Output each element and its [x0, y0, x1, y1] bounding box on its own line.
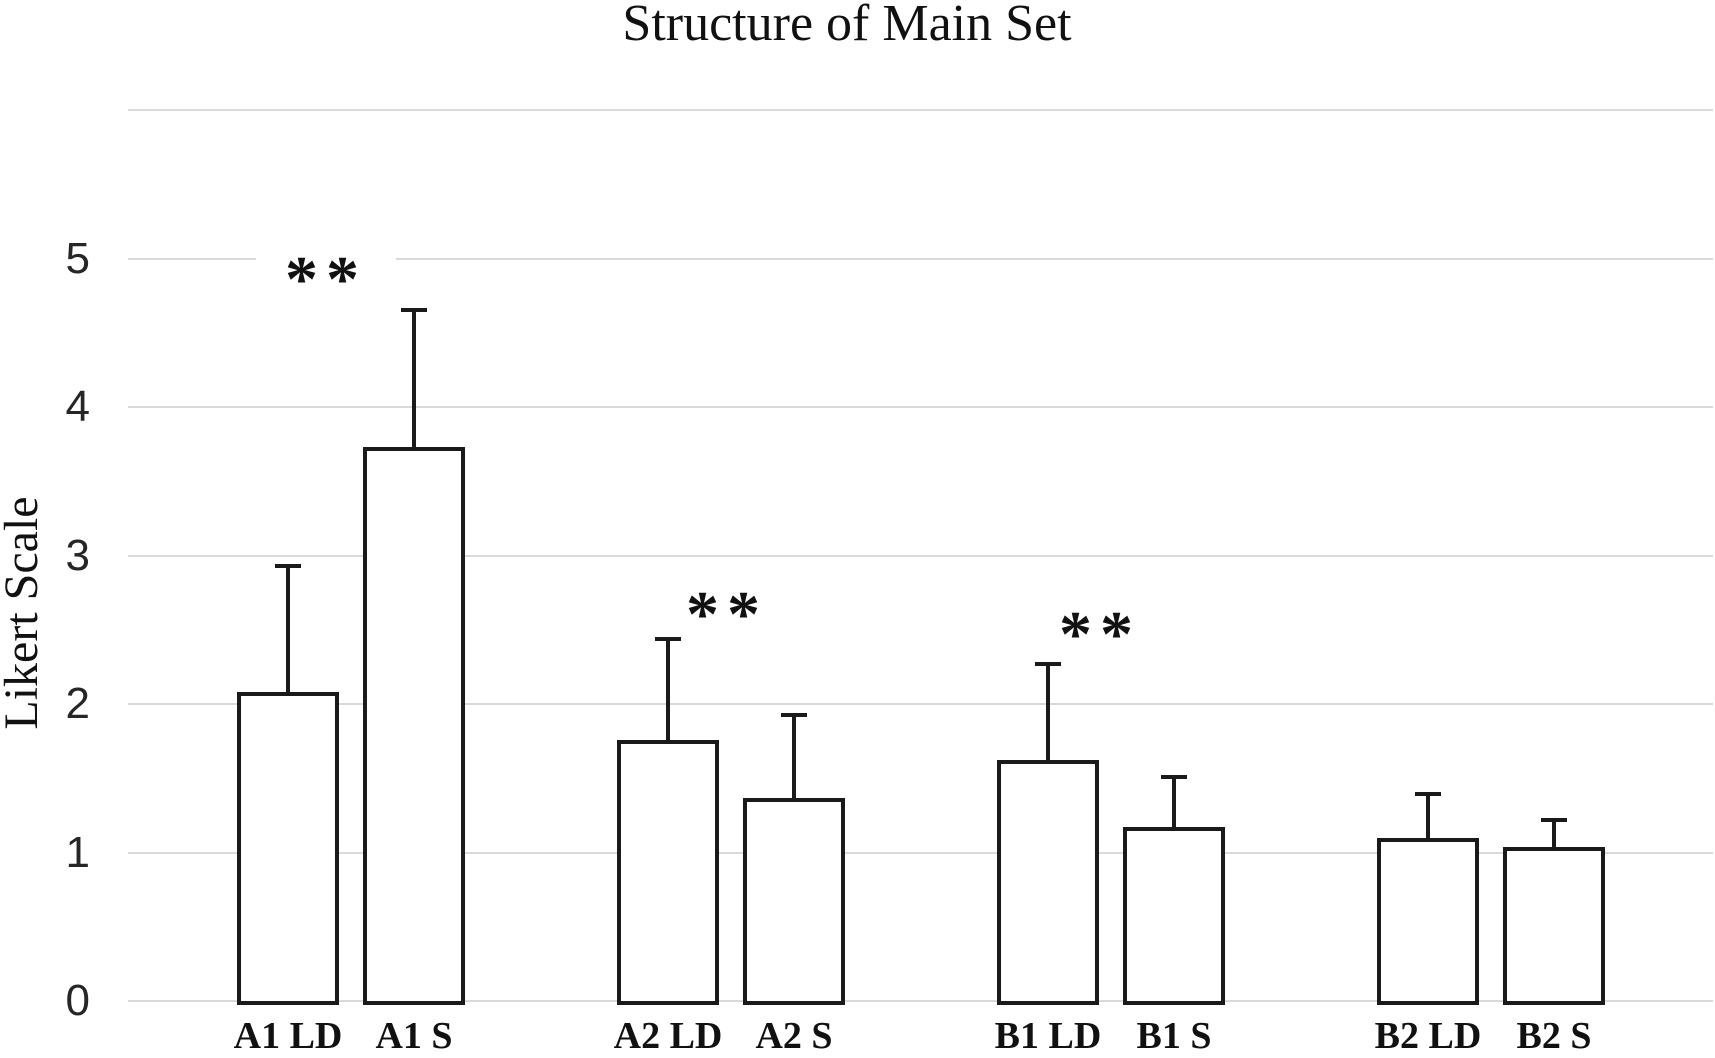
x-label-a1-ld: A1 LD [233, 1015, 343, 1057]
significance-marker-0: ** [256, 247, 396, 313]
bar-a2-s [743, 797, 845, 1005]
error-whisker-7 [1552, 818, 1556, 849]
error-whisker-3 [792, 712, 796, 800]
y-tick-label-4: 4 [65, 382, 90, 431]
bar-b1-s [1123, 827, 1225, 1005]
y-tick-label-2: 2 [65, 679, 90, 728]
error-cap-6 [1415, 791, 1441, 796]
error-whisker-0 [286, 564, 290, 695]
x-label-a2-ld: A2 LD [613, 1015, 723, 1057]
error-cap-7 [1541, 818, 1567, 823]
significance-marker-1: ** [657, 581, 797, 647]
error-whisker-4 [1046, 662, 1050, 763]
y-tick-label-0: 0 [65, 976, 90, 1025]
x-label-a2-s: A2 S [755, 1015, 833, 1057]
y-tick-label-5: 5 [65, 233, 90, 283]
bar-b1-ld [997, 760, 1099, 1005]
error-whisker-1 [412, 307, 416, 450]
error-whisker-6 [1426, 791, 1430, 840]
error-whisker-2 [666, 637, 670, 742]
gridline-1 [128, 851, 1713, 854]
y-tick-label-3: 3 [65, 530, 90, 580]
x-label-b2-ld: B2 LD [1374, 1015, 1482, 1057]
error-cap-5 [1161, 775, 1187, 780]
error-cap-3 [781, 712, 807, 717]
x-label-b1-ld: B1 LD [994, 1015, 1102, 1057]
error-cap-2 [655, 637, 681, 642]
bar-a1-s [363, 447, 465, 1005]
gridline-4 [128, 406, 1713, 408]
bar-a1-ld [237, 692, 339, 1005]
gridline-2 [128, 703, 1713, 705]
x-label-a1-s: A1 S [375, 1015, 453, 1057]
error-cap-4 [1035, 662, 1061, 667]
gridline-6 [128, 109, 1713, 111]
bar-b2-s [1503, 846, 1605, 1005]
x-label-b1-s: B1 S [1136, 1015, 1212, 1057]
error-whisker-5 [1172, 775, 1176, 830]
bar-a2-ld [617, 739, 719, 1005]
x-label-b2-s: B2 S [1516, 1015, 1592, 1057]
error-cap-1 [401, 307, 427, 312]
chart-title: Structure of Main Set [622, 0, 1072, 52]
gridline-0 [128, 1000, 1713, 1002]
error-cap-0 [275, 564, 301, 569]
significance-marker-2: ** [1030, 602, 1170, 668]
y-tick-label-1: 1 [65, 827, 90, 877]
gridline-5 [128, 257, 1713, 260]
bar-b2-ld [1377, 837, 1479, 1005]
gridline-3 [128, 554, 1713, 557]
